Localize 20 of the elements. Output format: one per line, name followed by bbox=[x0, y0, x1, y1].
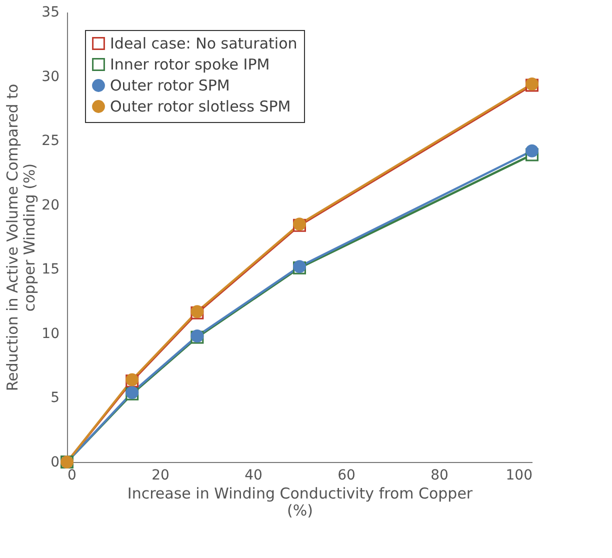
legend-label: Outer rotor slotless SPM bbox=[110, 98, 291, 116]
y-tick-label: 20 bbox=[42, 197, 60, 214]
y-tick-label: 0 bbox=[50, 454, 60, 470]
x-tick-label: 80 bbox=[430, 468, 448, 484]
legend-label: Ideal case: No saturation bbox=[110, 34, 298, 52]
y-tick-label: 5 bbox=[50, 390, 60, 406]
legend-label: Outer rotor SPM bbox=[110, 76, 230, 94]
y-tick-label: 25 bbox=[42, 133, 60, 150]
y-tick-label: 35 bbox=[42, 4, 60, 20]
x-tick-label: 20 bbox=[152, 468, 170, 484]
x-tick-label: 60 bbox=[338, 468, 356, 484]
y-tick-label: 15 bbox=[42, 262, 60, 278]
x-tick-label: 100 bbox=[506, 468, 532, 484]
x-tick-label: 0 bbox=[68, 468, 76, 484]
y-axis-title: Reduction in Active Volume Compared to copper Winding (%) bbox=[4, 84, 39, 392]
y-tick-label: 10 bbox=[42, 326, 60, 342]
x-axis-title: Increase in Winding Conductivity from Copper (%) bbox=[127, 484, 474, 520]
legend-label: Inner rotor spoke IPM bbox=[110, 56, 270, 74]
x-tick-label: 40 bbox=[244, 468, 262, 484]
y-tick-label: 30 bbox=[42, 68, 60, 85]
